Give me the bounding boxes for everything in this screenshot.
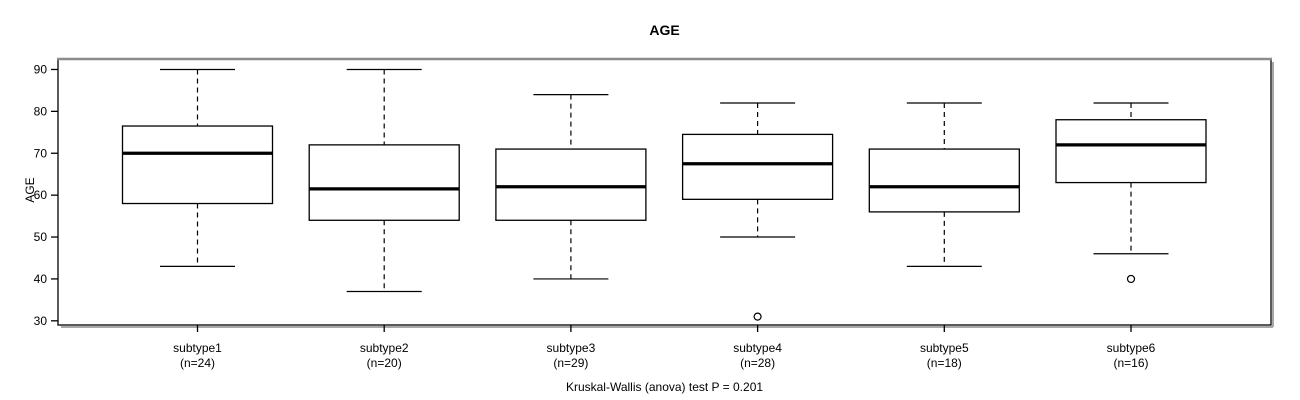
x-sample-size-label: (n=18) [927,356,962,370]
x-category-label: subtype4 [733,341,782,355]
x-sample-size-label: (n=24) [180,356,215,370]
x-category-label: subtype6 [1107,341,1156,355]
boxplot-subtype2-box [308,144,460,221]
y-tick-label: 80 [34,104,48,118]
statistical-test-caption: Kruskal-Wallis (anova) test P = 0.201 [565,380,764,394]
y-tick-label: 70 [34,146,48,160]
y-tick-label: 30 [34,314,48,328]
boxplot-subtype3-box [495,148,647,221]
boxplot-subtype6-box [1055,119,1207,184]
x-category-label: subtype3 [547,341,596,355]
y-tick-label: 50 [34,230,48,244]
x-sample-size-label: (n=16) [1113,356,1148,370]
x-category-label: subtype1 [173,341,222,355]
y-tick-label: 40 [34,272,48,286]
boxplot-subtype1-box [121,125,274,205]
x-sample-size-label: (n=29) [553,356,588,370]
y-tick-label: 90 [34,62,48,76]
chart-title: AGE [649,22,680,38]
boxplot-subtype4-outlier-point [753,312,762,321]
boxplot-subtype5-box [868,148,1020,213]
x-sample-size-label: (n=28) [740,356,775,370]
y-tick-label: 60 [34,188,48,202]
x-category-label: subtype2 [360,341,409,355]
x-sample-size-label: (n=20) [367,356,402,370]
boxplot-subtype6-outlier-point [1126,274,1136,284]
boxplot-subtype4-box [681,133,834,200]
x-category-label: subtype5 [920,341,969,355]
